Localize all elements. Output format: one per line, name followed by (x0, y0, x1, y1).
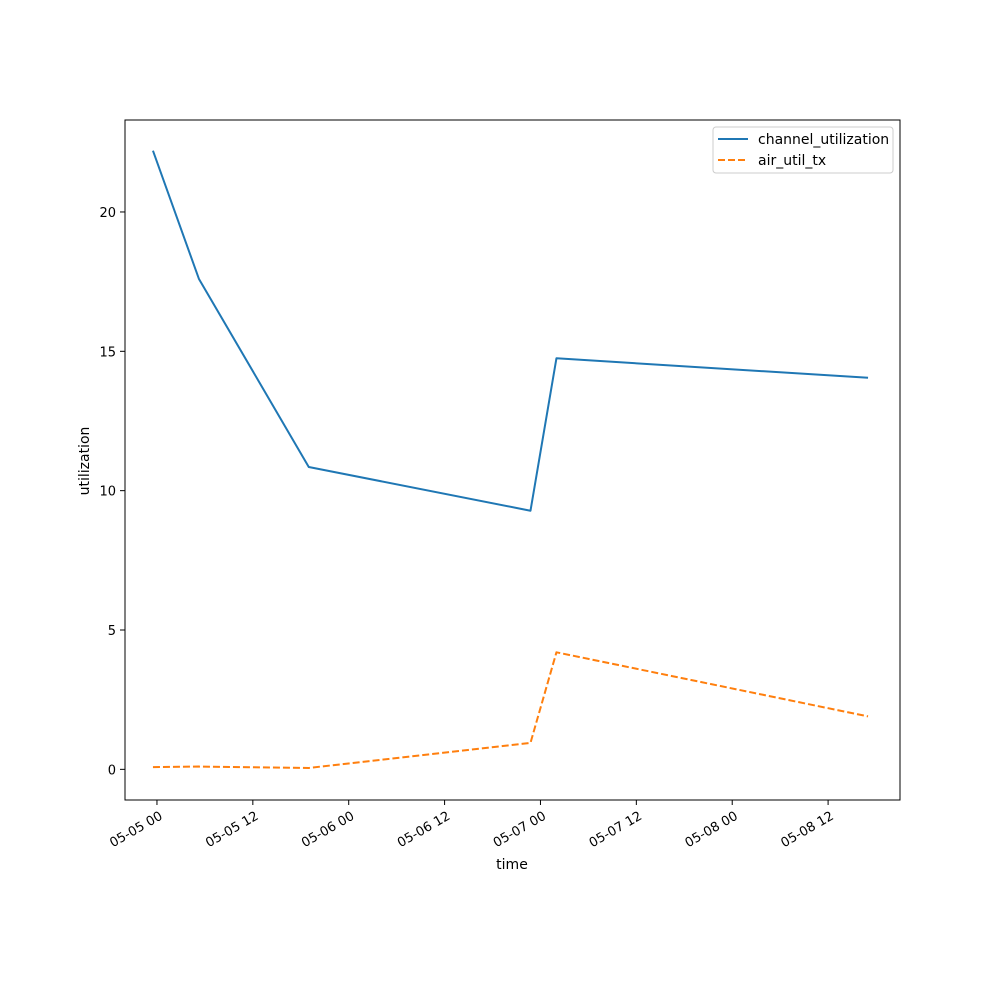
x-axis-label: time (496, 857, 528, 873)
y-tick-label: 15 (99, 345, 116, 360)
series-layer (152, 150, 869, 769)
y-axis-label: utilization (77, 427, 93, 496)
y-tick-label: 5 (108, 624, 116, 639)
y-tick-label: 0 (108, 763, 116, 778)
plot-area (125, 120, 900, 800)
legend-label-channel-utilization: channel_utilization (758, 132, 889, 148)
x-tick-label: 05-05 00 (107, 809, 165, 851)
x-tick-label: 05-08 12 (778, 809, 836, 851)
legend-label-air-util-tx: air_util_tx (758, 153, 826, 169)
x-tick-label: 05-07 12 (587, 809, 645, 851)
legend: channel_utilization air_util_tx (712, 126, 894, 174)
x-tick-label: 05-08 00 (683, 809, 741, 851)
series-line-air-util-tx (152, 651, 869, 769)
y-axis-ticks: 0 5 10 15 20 (99, 206, 125, 778)
x-tick-label: 05-06 00 (299, 809, 357, 851)
plot-frame (124, 119, 901, 801)
x-tick-label: 05-05 12 (203, 809, 261, 851)
legend-box (712, 126, 894, 174)
y-tick-label: 10 (99, 485, 116, 500)
y-tick-label: 20 (99, 206, 116, 221)
x-tick-label: 05-06 12 (395, 809, 453, 851)
series-line-channel-utilization (152, 150, 869, 512)
x-axis-ticks: 05-05 00 05-05 12 05-06 00 05-06 12 05-07 00… (107, 800, 837, 851)
x-tick-label: 05-07 00 (491, 809, 549, 851)
